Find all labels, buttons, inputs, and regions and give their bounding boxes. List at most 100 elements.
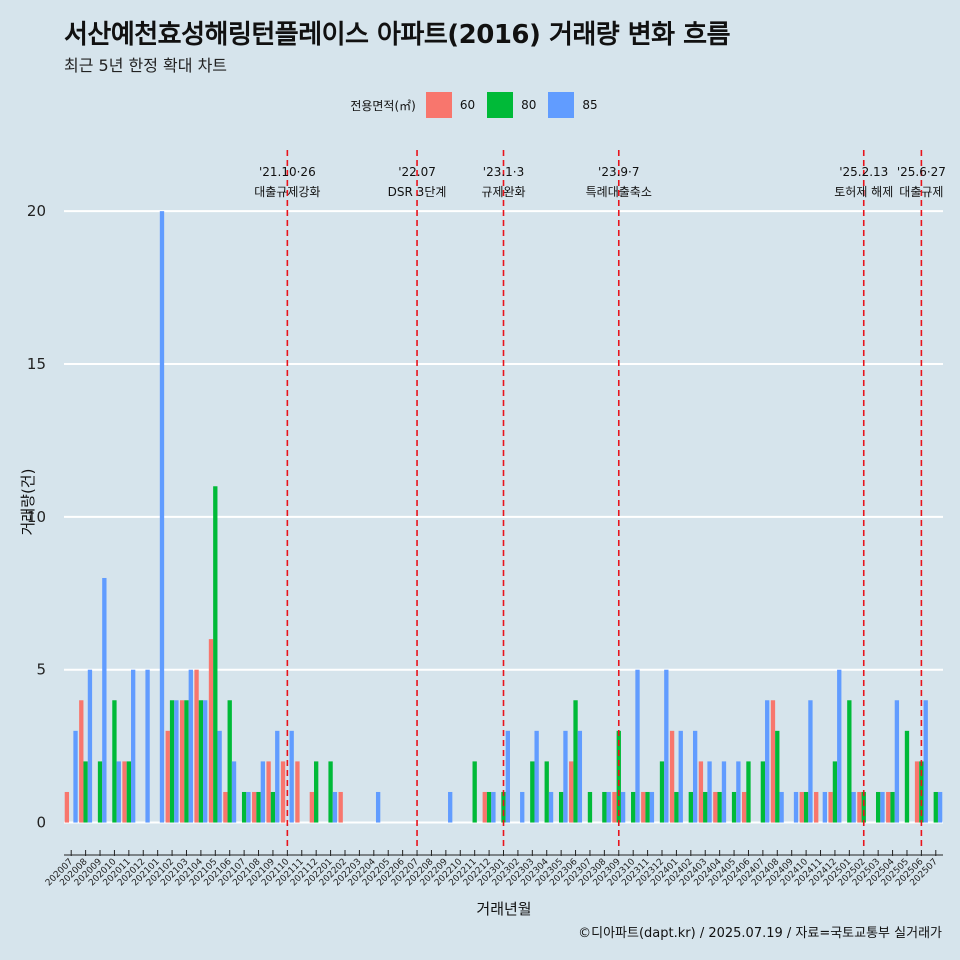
bar-80-202401	[674, 791, 679, 823]
bar-85-202204	[375, 791, 381, 823]
bar-80-202405	[731, 791, 737, 823]
bar-80-202306	[573, 700, 578, 823]
event-markers: '21.10·26 대출규제강화 '22.07 DSR 3단계 '23.1·3 규제완화 '…	[254, 150, 946, 847]
bar-60-202504	[886, 791, 891, 823]
event-desc-label: 특례대출축소	[586, 185, 652, 199]
event-date-label: '23.1·3	[483, 165, 524, 179]
bar-60-202311	[641, 791, 646, 823]
bar-80-202502	[861, 791, 866, 823]
bar-85-202306	[577, 730, 583, 823]
legend-label-85: 85	[582, 98, 598, 112]
event-date-label: '22.07	[398, 165, 436, 179]
bar-85-202507	[937, 791, 943, 823]
bar-85-202008	[87, 669, 93, 823]
bar-80-202105	[213, 486, 218, 823]
bar-85-202109	[275, 730, 280, 823]
bar-60-202109	[266, 761, 271, 823]
legend-label-80: 80	[521, 98, 537, 112]
bar-60-202111	[295, 761, 300, 823]
bar-85-202504	[894, 700, 900, 823]
bar-85-202311	[649, 791, 655, 823]
bar-85-202108	[260, 761, 266, 823]
bar-60-202404	[713, 791, 718, 823]
bar-80-202109	[270, 791, 276, 823]
bar-80-202505	[904, 730, 910, 823]
bar-85-202101	[159, 211, 165, 823]
bar-85-202301	[505, 730, 510, 823]
bar-80-202011	[126, 761, 132, 823]
bar-80-202107	[241, 791, 247, 823]
legend-title: 전용면적(㎡)	[350, 98, 416, 113]
x-axis: 2020072020082020092020102020112020122021…	[44, 850, 943, 888]
bar-85-202104	[203, 700, 208, 823]
bar-60-202412	[828, 791, 833, 823]
bar-60-202406	[741, 791, 747, 823]
bar-85-202212	[491, 791, 496, 823]
bar-80-202404	[717, 791, 722, 823]
bar-80-202308	[602, 791, 607, 823]
y-tick-label: 15	[27, 355, 46, 373]
bar-60-202112	[309, 791, 315, 823]
bar-85-202010	[116, 761, 121, 823]
bar-85-202105	[217, 730, 222, 823]
event-date-label: '23.9·7	[598, 165, 639, 179]
bar-80-202106	[227, 700, 232, 823]
bar-85-202007	[73, 730, 78, 823]
legend-swatch-60	[425, 92, 452, 118]
bar-60-202506	[914, 761, 920, 823]
bar-85-202410	[808, 700, 813, 823]
event-desc-label: 대출규제강화	[254, 185, 320, 199]
bar-85-202107	[246, 791, 251, 823]
bar-60-202306	[569, 761, 574, 823]
bar-80-202403	[703, 791, 708, 823]
bar-80-202305	[558, 791, 564, 823]
bar-60-202408	[770, 700, 776, 823]
bar-85-202404	[721, 761, 727, 823]
bar-80-202408	[775, 730, 780, 823]
bar-80-202312	[659, 761, 665, 823]
bar-60-202411	[814, 791, 819, 823]
bar-80-202104	[198, 700, 204, 823]
bar-85-202209	[448, 791, 453, 823]
bar-60-202202	[338, 791, 343, 823]
bar-80-202008	[83, 761, 88, 823]
bar-85-202409	[793, 791, 799, 823]
legend-item-85: 85	[548, 92, 598, 118]
bar-85-202303	[534, 730, 539, 823]
bar-80-202501	[847, 700, 852, 823]
bar-60-202309	[612, 791, 617, 823]
bar-85-202503	[880, 791, 885, 823]
bar-60-202410	[799, 791, 804, 823]
bar-80-202303	[530, 761, 535, 823]
bar-80-202102	[169, 700, 175, 823]
bar-85-202106	[231, 761, 237, 823]
bar-80-202406	[746, 761, 751, 823]
bar-85-202402	[692, 730, 698, 823]
legend-swatch-80	[487, 92, 514, 118]
chart-subtitle: 최근 5년 한정 확대 차트	[64, 56, 228, 75]
bar-85-202103	[188, 669, 193, 823]
bar-80-202211	[472, 761, 477, 823]
bar-80-202309	[616, 730, 621, 823]
event-date-label: '25.2.13	[839, 165, 888, 179]
bar-60-202108	[252, 791, 257, 823]
bar-85-202403	[707, 761, 712, 823]
bar-80-202507	[933, 791, 938, 823]
bar-80-202112	[314, 761, 319, 823]
y-tick-label: 20	[27, 202, 46, 220]
bar-85-202302	[520, 791, 525, 823]
bar-80-202407	[760, 761, 766, 823]
bar-85-202405	[736, 761, 741, 823]
bar-80-202304	[544, 761, 549, 823]
event-desc-label: DSR 3단계	[388, 185, 447, 199]
bar-60-202110	[280, 761, 286, 823]
bar-85-202506	[923, 700, 928, 823]
bars	[64, 211, 943, 823]
bar-85-202012	[145, 669, 150, 823]
event-date-label: '21.10·26	[259, 165, 316, 179]
bar-60-202007	[64, 791, 70, 823]
y-tick-label: 5	[36, 661, 46, 679]
caption: ©디아파트(dapt.kr) / 2025.07.19 / 자료=국토교통부 실…	[578, 926, 942, 941]
bar-85-202411	[822, 791, 828, 823]
legend: 전용면적(㎡) 60 80 85	[0, 92, 960, 118]
